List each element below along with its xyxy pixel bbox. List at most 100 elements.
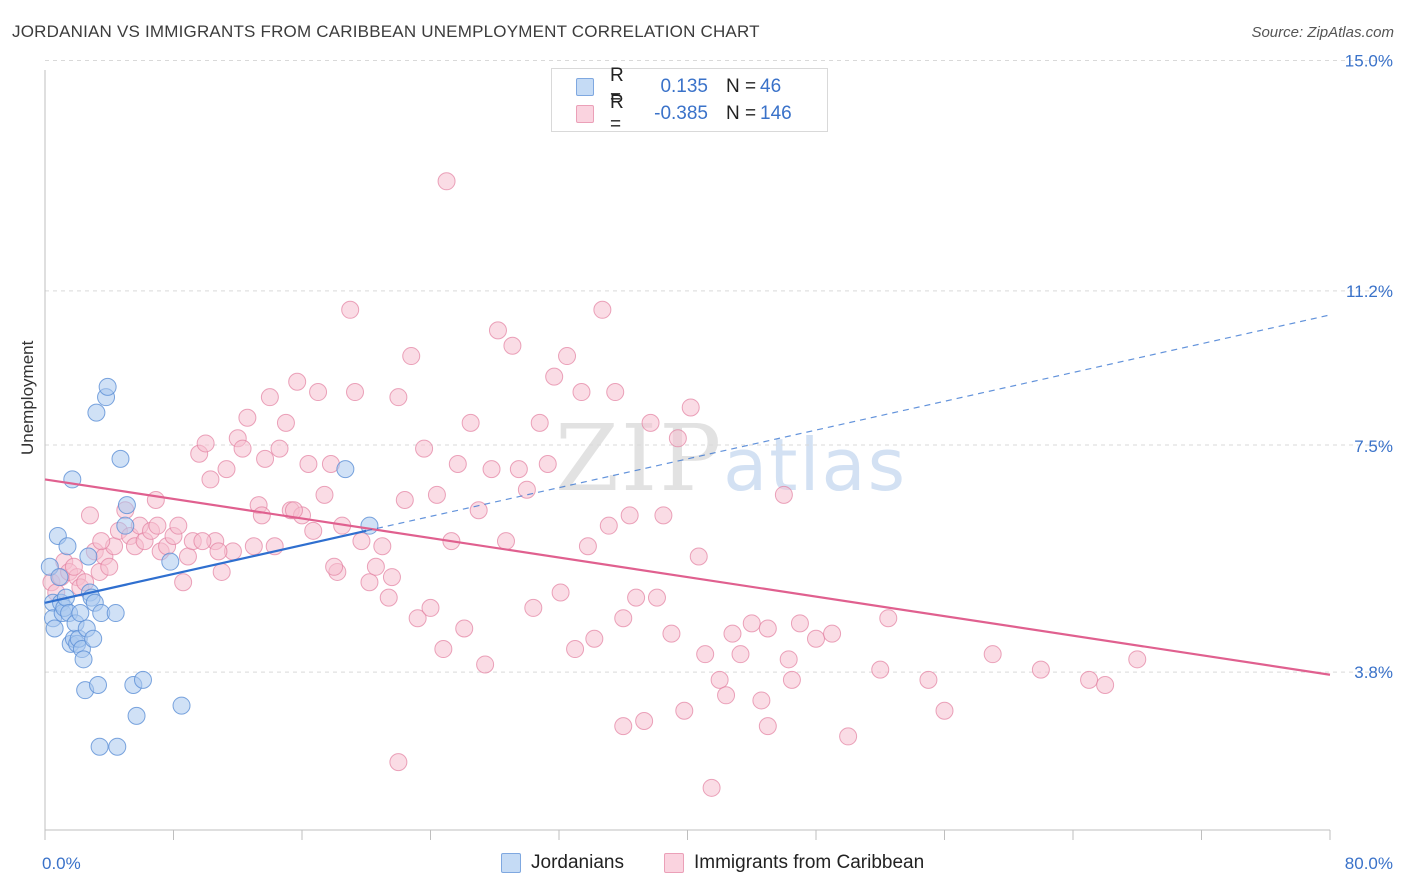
legend-n-label: N = xyxy=(726,76,757,97)
data-point-caribbean xyxy=(252,506,271,525)
data-point-jordanians xyxy=(111,449,130,468)
y-axis-label: Unemployment xyxy=(18,340,37,455)
data-point-caribbean xyxy=(260,388,279,407)
data-point-caribbean xyxy=(437,172,456,191)
stats-legend: R = 0.135 N = 46 R = -0.385 N = 146 xyxy=(551,65,828,135)
data-point-caribbean xyxy=(578,537,597,556)
data-point-jordanians xyxy=(87,403,106,422)
data-point-caribbean xyxy=(530,413,549,432)
legend-r-label: R = xyxy=(610,92,624,135)
data-point-caribbean xyxy=(696,645,715,664)
data-point-caribbean xyxy=(233,439,252,458)
data-point-caribbean xyxy=(100,557,119,576)
legend-n-label: N = xyxy=(726,103,757,124)
data-point-caribbean xyxy=(614,717,633,736)
legend-n-value: 146 xyxy=(760,103,792,124)
x-tick-label: 80.0% xyxy=(1345,854,1393,873)
legend-item-jordanians[interactable]: Jordanians xyxy=(501,852,624,874)
data-point-caribbean xyxy=(92,532,111,551)
legend-r-value: -0.385 xyxy=(654,103,708,124)
data-point-caribbean xyxy=(270,439,289,458)
data-point-jordanians xyxy=(106,604,125,623)
data-point-jordanians xyxy=(58,537,77,556)
data-point-caribbean xyxy=(304,521,323,540)
data-point-caribbean xyxy=(790,614,809,633)
data-point-jordanians xyxy=(117,496,136,515)
data-point-caribbean xyxy=(217,460,236,479)
legend-item-caribbean[interactable]: Immigrants from Caribbean xyxy=(664,852,924,874)
data-point-caribbean xyxy=(566,640,585,659)
trendline-jordanians xyxy=(44,529,367,604)
data-point-caribbean xyxy=(309,383,328,402)
data-point-jordanians xyxy=(172,696,191,715)
data-point-caribbean xyxy=(341,300,360,319)
trendline-caribbean xyxy=(44,478,1331,676)
legend-label: Jordanians xyxy=(531,852,624,873)
data-point-caribbean xyxy=(689,547,708,566)
data-point-caribbean xyxy=(415,439,434,458)
data-point-caribbean xyxy=(545,367,564,386)
data-point-caribbean xyxy=(641,413,660,432)
data-point-jordanians xyxy=(161,552,180,571)
data-point-caribbean xyxy=(325,557,344,576)
data-point-caribbean xyxy=(509,460,528,479)
data-point-caribbean xyxy=(681,398,700,417)
data-point-caribbean xyxy=(315,485,334,504)
data-point-jordanians xyxy=(71,604,90,623)
data-point-caribbean xyxy=(193,532,212,551)
legend-swatch-pink xyxy=(576,105,594,123)
source-credit: Source: ZipAtlas.com xyxy=(1251,24,1394,41)
data-point-caribbean xyxy=(169,516,188,535)
data-point-caribbean xyxy=(758,619,777,638)
data-point-caribbean xyxy=(276,413,295,432)
data-point-caribbean xyxy=(620,506,639,525)
data-point-jordanians xyxy=(98,377,117,396)
data-point-jordanians xyxy=(133,670,152,689)
data-point-caribbean xyxy=(717,686,736,705)
data-point-caribbean xyxy=(148,516,167,535)
data-point-caribbean xyxy=(238,408,257,427)
data-point-jordanians xyxy=(50,568,69,587)
data-point-caribbean xyxy=(288,372,307,391)
data-point-caribbean xyxy=(476,655,495,674)
data-point-caribbean xyxy=(434,640,453,659)
data-point-caribbean xyxy=(635,712,654,730)
data-point-caribbean xyxy=(593,300,612,319)
data-point-caribbean xyxy=(675,701,694,720)
data-point-caribbean xyxy=(1096,676,1115,695)
data-point-caribbean xyxy=(599,516,618,535)
data-point-caribbean xyxy=(879,609,898,628)
data-point-caribbean xyxy=(1080,670,1099,689)
data-point-caribbean xyxy=(572,383,591,402)
data-point-caribbean xyxy=(299,455,318,473)
data-point-caribbean xyxy=(983,645,1002,664)
x-tick-label: 0.0% xyxy=(42,854,81,873)
data-point-caribbean xyxy=(174,573,193,592)
data-point-caribbean xyxy=(538,455,557,473)
data-point-caribbean xyxy=(366,557,385,576)
data-point-caribbean xyxy=(627,588,646,607)
data-point-caribbean xyxy=(723,624,742,643)
legend-label: Immigrants from Caribbean xyxy=(694,852,925,873)
data-point-caribbean xyxy=(256,449,275,468)
data-point-caribbean xyxy=(551,583,570,602)
y-tick-label: 3.8% xyxy=(1354,663,1393,682)
data-point-caribbean xyxy=(64,557,83,576)
data-point-caribbean xyxy=(752,691,771,710)
data-point-caribbean xyxy=(585,629,604,648)
data-point-caribbean xyxy=(823,624,842,643)
legend-swatch-pink xyxy=(664,853,684,873)
data-point-caribbean xyxy=(352,532,371,551)
data-point-jordanians xyxy=(108,737,127,756)
data-point-caribbean xyxy=(244,537,263,556)
data-point-caribbean xyxy=(742,614,761,633)
data-point-caribbean xyxy=(196,434,215,453)
data-point-caribbean xyxy=(935,701,954,720)
data-point-jordanians xyxy=(127,706,146,725)
data-point-caribbean xyxy=(389,388,408,407)
data-point-caribbean xyxy=(654,506,673,525)
data-point-jordanians xyxy=(336,460,355,479)
legend-row-caribbean: R = -0.385 N = 146 xyxy=(576,92,792,135)
data-point-caribbean xyxy=(455,619,474,638)
data-point-caribbean xyxy=(448,455,467,473)
